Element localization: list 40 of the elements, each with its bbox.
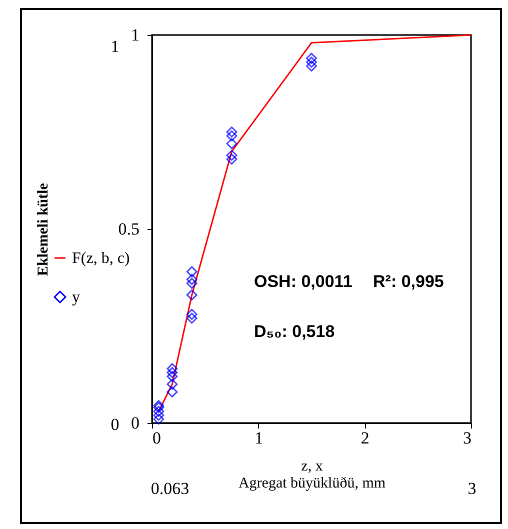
y-tick-label: 1 bbox=[131, 26, 140, 44]
point bbox=[306, 60, 317, 72]
point bbox=[226, 138, 238, 150]
point bbox=[226, 130, 238, 142]
legend-label: F(z, b, c) bbox=[72, 250, 130, 267]
point bbox=[186, 312, 198, 324]
point bbox=[186, 266, 198, 278]
point bbox=[153, 414, 164, 425]
y-axis-title: Eklemeli kütle bbox=[35, 182, 52, 276]
x-tick-label: 0 bbox=[152, 428, 161, 448]
x-axis-title: z, x Agregat büyüklüðü, mm bbox=[238, 458, 386, 492]
point bbox=[226, 126, 238, 138]
point bbox=[226, 154, 238, 165]
annotation: D₅₀: 0,518 bbox=[254, 322, 335, 341]
point bbox=[306, 56, 317, 68]
text: 1 bbox=[110, 37, 120, 56]
text: 0.063 bbox=[150, 479, 190, 498]
x-tick-label: 1 bbox=[254, 428, 264, 448]
point bbox=[166, 378, 178, 390]
point bbox=[166, 363, 178, 374]
annotation: OSH: 0,0011 bbox=[254, 272, 352, 291]
x-tick-label: 3 bbox=[463, 428, 472, 448]
point bbox=[166, 370, 178, 382]
text: 3 bbox=[468, 479, 476, 498]
point bbox=[186, 274, 198, 285]
annotation: R²: 0,995 bbox=[373, 272, 444, 291]
point bbox=[166, 386, 178, 398]
text: 0 bbox=[110, 415, 120, 434]
point bbox=[186, 308, 198, 320]
point bbox=[186, 278, 198, 289]
x-tick-label: 2 bbox=[360, 428, 370, 448]
point bbox=[153, 410, 164, 421]
point bbox=[166, 367, 178, 378]
y-tick-label: 0.5 bbox=[118, 220, 140, 238]
y-tick-label: 0 bbox=[131, 414, 140, 432]
point bbox=[153, 406, 164, 417]
legend-label: y bbox=[72, 289, 80, 306]
point bbox=[186, 289, 198, 300]
point bbox=[306, 52, 317, 64]
point bbox=[226, 150, 238, 161]
